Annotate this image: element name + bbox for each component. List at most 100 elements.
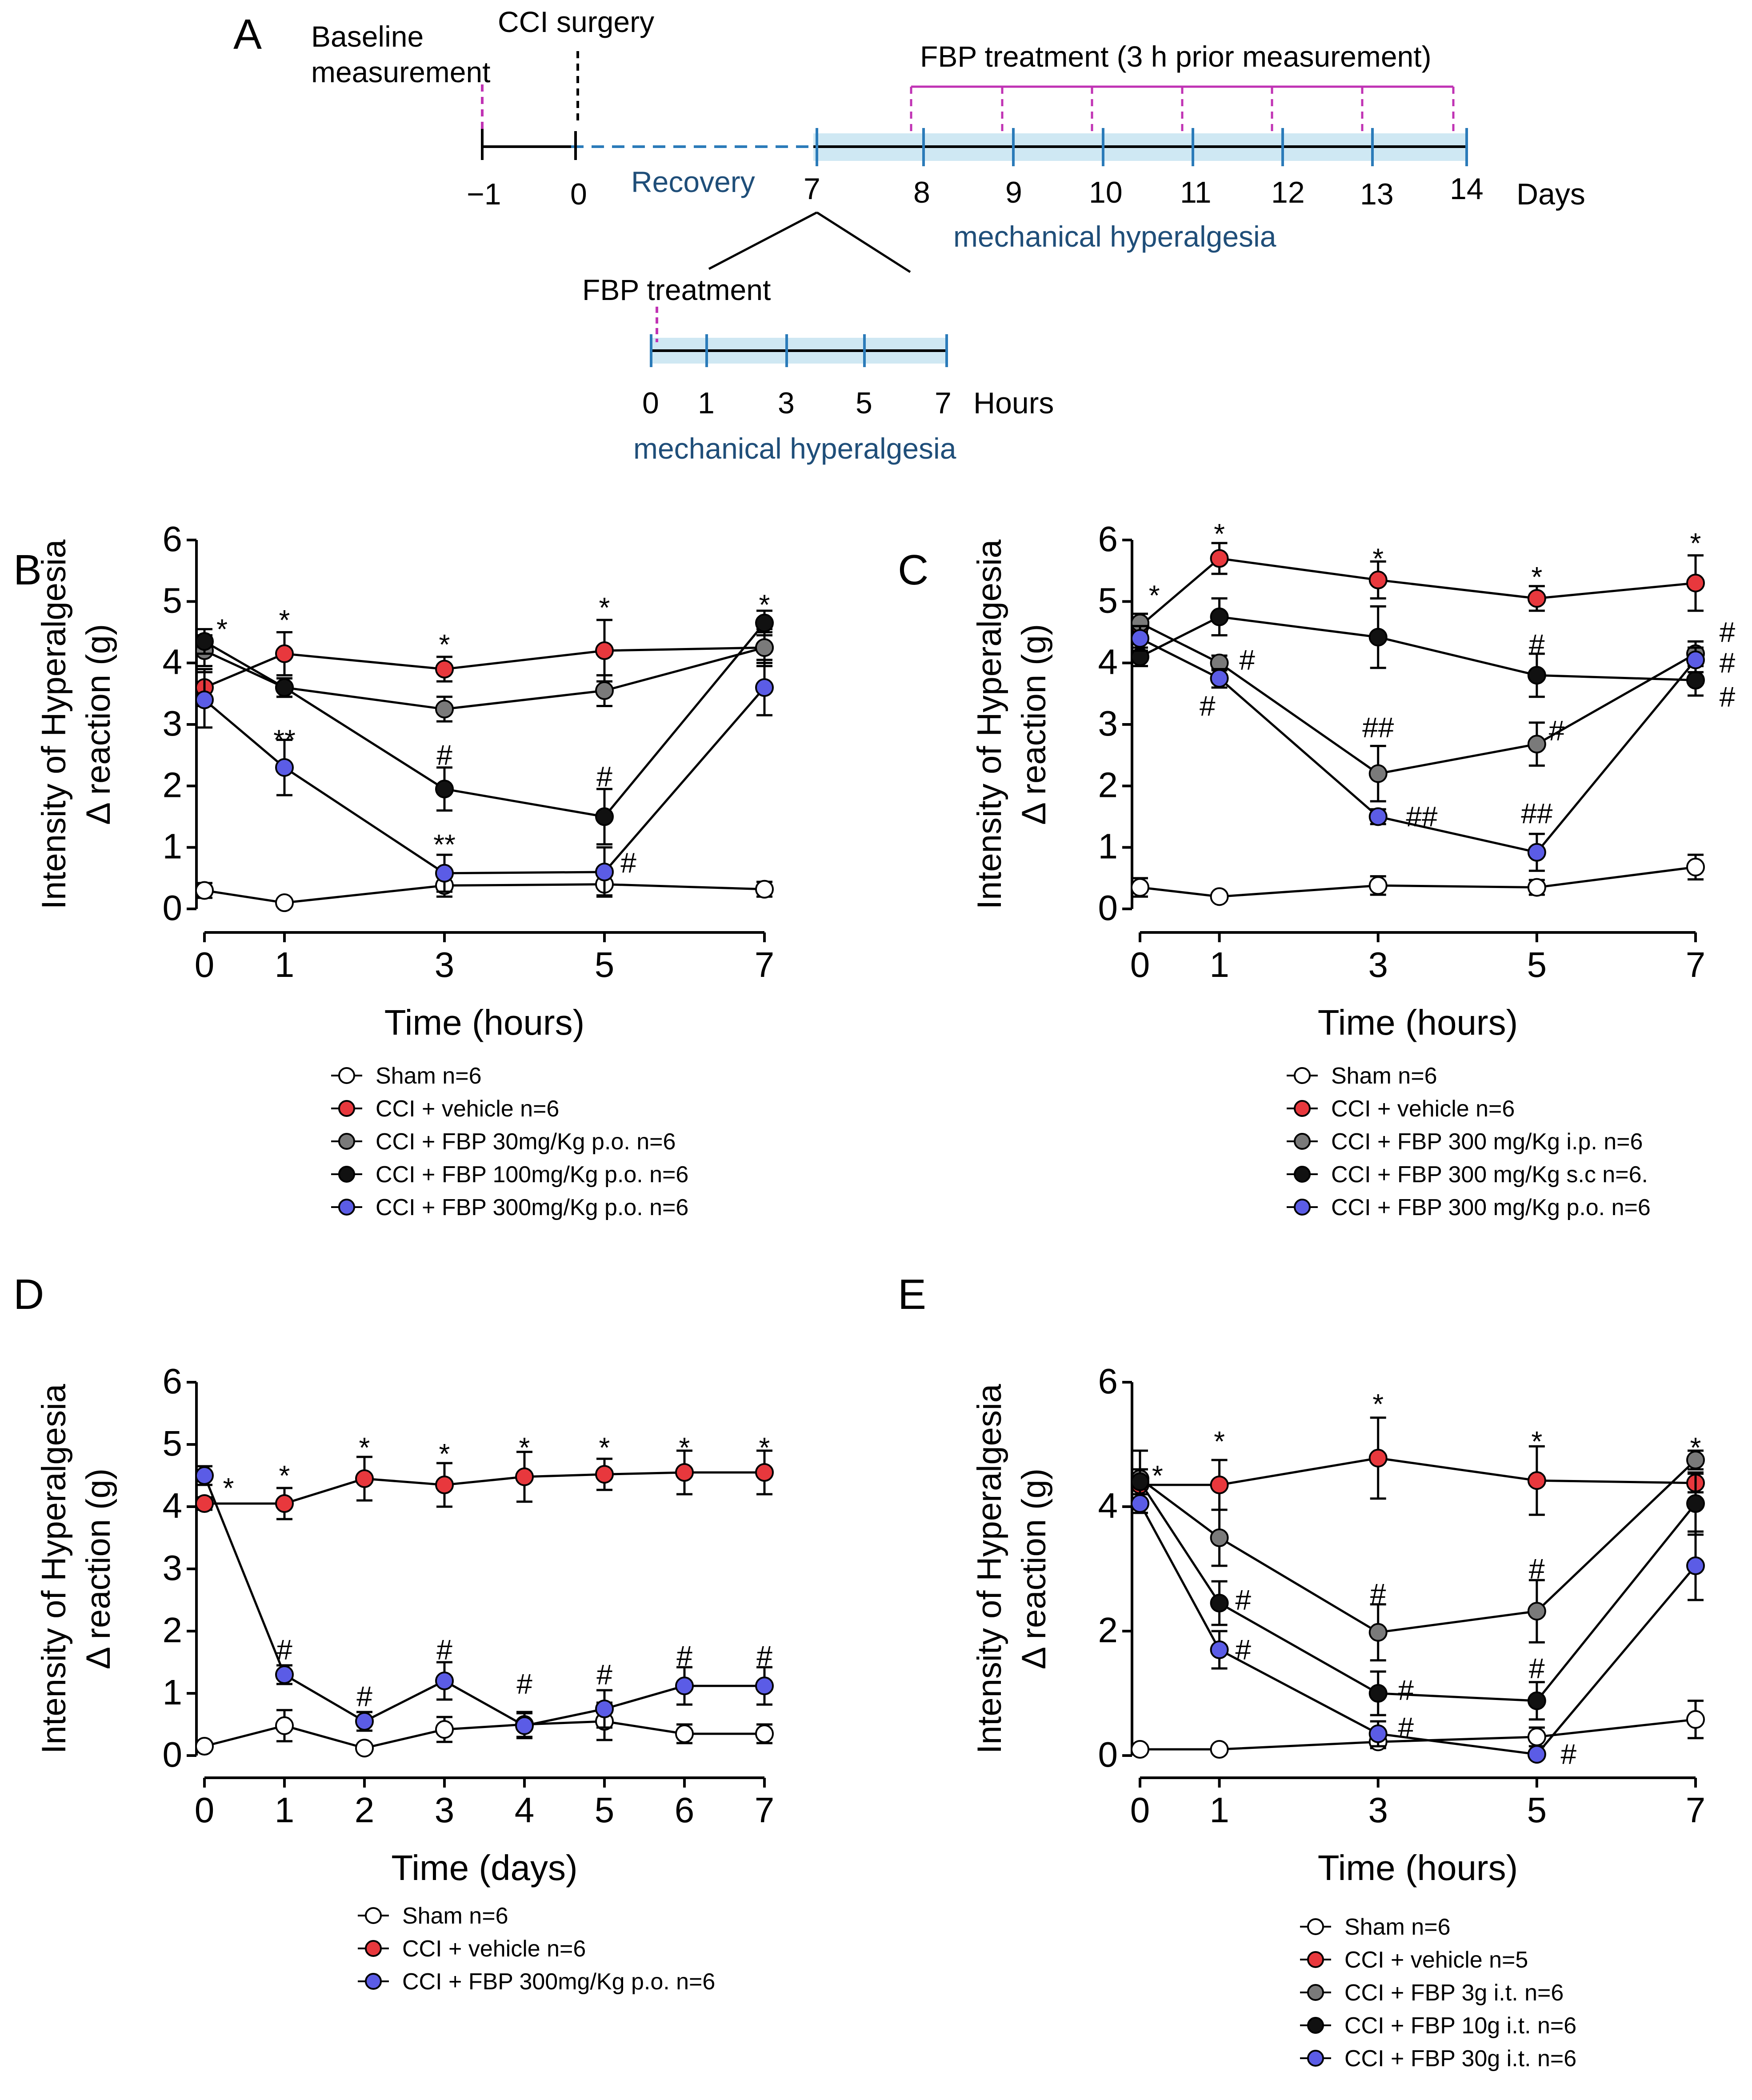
panel-e-legend-marker-4 — [1307, 2050, 1324, 2067]
panel-d-x-tick-label-7: 7 — [755, 1790, 775, 1830]
hour-label-0: 0 — [642, 386, 659, 420]
panel-b-series-4-point-2 — [435, 864, 454, 883]
panel-e-series-4-point-1 — [1210, 1640, 1229, 1659]
panel-c-y-tick-label-3: 3 — [1098, 704, 1118, 743]
panel-d-series-1-point-1 — [275, 1494, 294, 1513]
panel-d-legend-label-1: CCI + vehicle n=6 — [402, 1936, 586, 1962]
panel-b-legend-label-1: CCI + vehicle n=6 — [376, 1096, 559, 1122]
panel-b-series-3-point-4 — [755, 613, 774, 632]
fbp-treatment-label: FBP treatment (3 h prior measurement) — [920, 40, 1432, 73]
panel-d-series-2-point-0 — [195, 1466, 214, 1485]
panel-c-legend-label-0: Sham n=6 — [1331, 1063, 1437, 1089]
panel-b-significance-3: * — [599, 592, 610, 624]
panel-e-legend-marker-2 — [1307, 1984, 1324, 2001]
panel-d-series-0-point-0 — [195, 1737, 214, 1756]
panel-b-series-4-line — [204, 687, 765, 875]
panel-e-series-1-point-1 — [1210, 1476, 1229, 1494]
panel-d-significance-5: * — [599, 1432, 610, 1464]
panel-d-legend-label-2: CCI + FBP 300mg/Kg p.o. n=6 — [402, 1969, 715, 1995]
panel-d-series-0-line — [204, 1720, 764, 1749]
zoom-line-right — [816, 211, 911, 273]
panel-e-series-0-point-1 — [1210, 1740, 1229, 1759]
panel-c-x-tick-label-3: 5 — [1527, 945, 1547, 984]
panel-d-y-tick-label-5: 5 — [163, 1424, 183, 1463]
panel-c-significance-7: ## — [1362, 712, 1394, 744]
panel-b-legend-label-3: CCI + FBP 100mg/Kg p.o. n=6 — [376, 1162, 688, 1188]
panel-d-x-tick-label-6: 6 — [675, 1790, 695, 1830]
panel-c-legend-marker-4 — [1294, 1199, 1311, 1216]
panel-d-label: D — [13, 1271, 44, 1318]
chart-panel-c: C 0 1 2 3 4 5 6 0 1 3 5 7 Time (hours) Intensity of Hy… — [898, 518, 1736, 1220]
panel-b-legend-label-0: Sham n=6 — [376, 1063, 482, 1089]
panel-e-legend-label-2: CCI + FBP 3g i.t. n=6 — [1344, 1980, 1564, 2006]
panel-d-x-tick-label-3: 3 — [435, 1790, 455, 1830]
day-label-7: 7 — [804, 172, 820, 206]
panel-c-significance-4: * — [1690, 527, 1701, 559]
panel-e-y-tick-label-3: 6 — [1098, 1361, 1118, 1401]
panel-b-significance-1: * — [279, 604, 290, 636]
hour-label-1: 1 — [698, 386, 715, 420]
hours-unit-label: Hours — [973, 386, 1054, 420]
panel-b-y-tick-label-0: 0 — [163, 888, 183, 928]
zoom-line-left — [708, 211, 818, 270]
panel-e-y-tick-label-2: 4 — [1098, 1486, 1118, 1525]
panel-b-series-4-point-0 — [195, 690, 214, 709]
panel-d-significance-11: # — [516, 1668, 532, 1700]
panel-d-x-axis-title: Time (days) — [391, 1848, 577, 1888]
day-label-9: 9 — [1005, 176, 1022, 209]
panel-c-label: C — [898, 546, 928, 594]
panel-c-y-tick-label-1: 1 — [1098, 827, 1118, 866]
panel-d-y-axis-title-line1: Intensity of Hyperalgesia — [35, 1384, 73, 1754]
panel-d-series-0-point-3 — [435, 1720, 454, 1739]
panel-b-label: B — [13, 546, 42, 594]
panel-c-significance-8: ## — [1406, 801, 1438, 833]
panel-b-legend-marker-4 — [338, 1199, 355, 1216]
panel-e-significance-4: * — [1690, 1432, 1701, 1464]
panel-d-legend-marker-0 — [365, 1907, 382, 1924]
panel-c-legend-marker-0 — [1294, 1067, 1311, 1084]
panel-e-significance-6: # — [1235, 1634, 1251, 1666]
panel-d-series-2-point-4 — [515, 1716, 534, 1735]
panel-c-x-axis-title: Time (hours) — [1318, 1003, 1518, 1042]
panel-c-y-tick-label-4: 4 — [1098, 642, 1118, 682]
panel-b-legend-marker-0 — [338, 1067, 355, 1084]
panel-d-x-tick-label-5: 5 — [595, 1790, 615, 1830]
panel-c-significance-9: # — [1529, 628, 1545, 660]
day-label-0: 0 — [570, 177, 587, 211]
panel-c-significance-1: * — [1214, 518, 1225, 550]
panel-e-series-3-point-0 — [1131, 1472, 1149, 1491]
panel-d-x-tick-label-1: 1 — [275, 1790, 295, 1830]
panel-c-x-tick-label-1: 1 — [1209, 945, 1229, 984]
panel-c-significance-11: ## — [1521, 798, 1553, 830]
panel-e-series-3-point-2 — [1368, 1684, 1388, 1703]
panel-e-x-axis-title: Time (hours) — [1318, 1848, 1518, 1888]
panel-b-legend-marker-1 — [338, 1100, 355, 1117]
panel-e-x-tick-label-3: 5 — [1527, 1790, 1547, 1830]
panel-b-series-1-point-2 — [435, 660, 454, 679]
panel-b-legend-label-4: CCI + FBP 300mg/Kg p.o. n=6 — [376, 1195, 688, 1220]
panel-b-legend-marker-2 — [338, 1133, 355, 1150]
panel-d-series-0-point-7 — [755, 1724, 774, 1743]
day-label-minus1: −1 — [467, 177, 501, 211]
panel-e-legend-marker-3 — [1307, 2017, 1324, 2034]
panel-c-significance-10: # — [1549, 715, 1565, 747]
panel-b-significance-2: * — [439, 628, 450, 660]
panel-e-y-tick-label-0: 0 — [1098, 1735, 1118, 1774]
day-ticks — [816, 128, 1468, 166]
day-label-10: 10 — [1089, 176, 1123, 209]
day-label-11: 11 — [1180, 176, 1212, 209]
panel-e-significance-3: * — [1531, 1425, 1542, 1457]
panel-b-x-tick-label-0: 0 — [195, 945, 215, 984]
panel-d-series-0-point-6 — [675, 1724, 694, 1743]
panel-e-x-tick-label-2: 3 — [1368, 1790, 1388, 1830]
panel-d-y-tick-label-1: 1 — [163, 1672, 183, 1712]
panel-d-x-tick-label-0: 0 — [195, 1790, 215, 1830]
panel-e-legend-marker-1 — [1307, 1951, 1324, 1968]
panel-d-significance-10: # — [436, 1634, 452, 1666]
panel-d-significance-4: * — [519, 1432, 530, 1464]
hour-label-5: 5 — [856, 386, 872, 420]
panel-e-series-3-point-4 — [1686, 1494, 1705, 1513]
panel-c-series-3-point-1 — [1210, 607, 1229, 626]
panel-c-series-4-point-0 — [1131, 629, 1149, 648]
panel-c-significance-6: # — [1200, 690, 1216, 722]
